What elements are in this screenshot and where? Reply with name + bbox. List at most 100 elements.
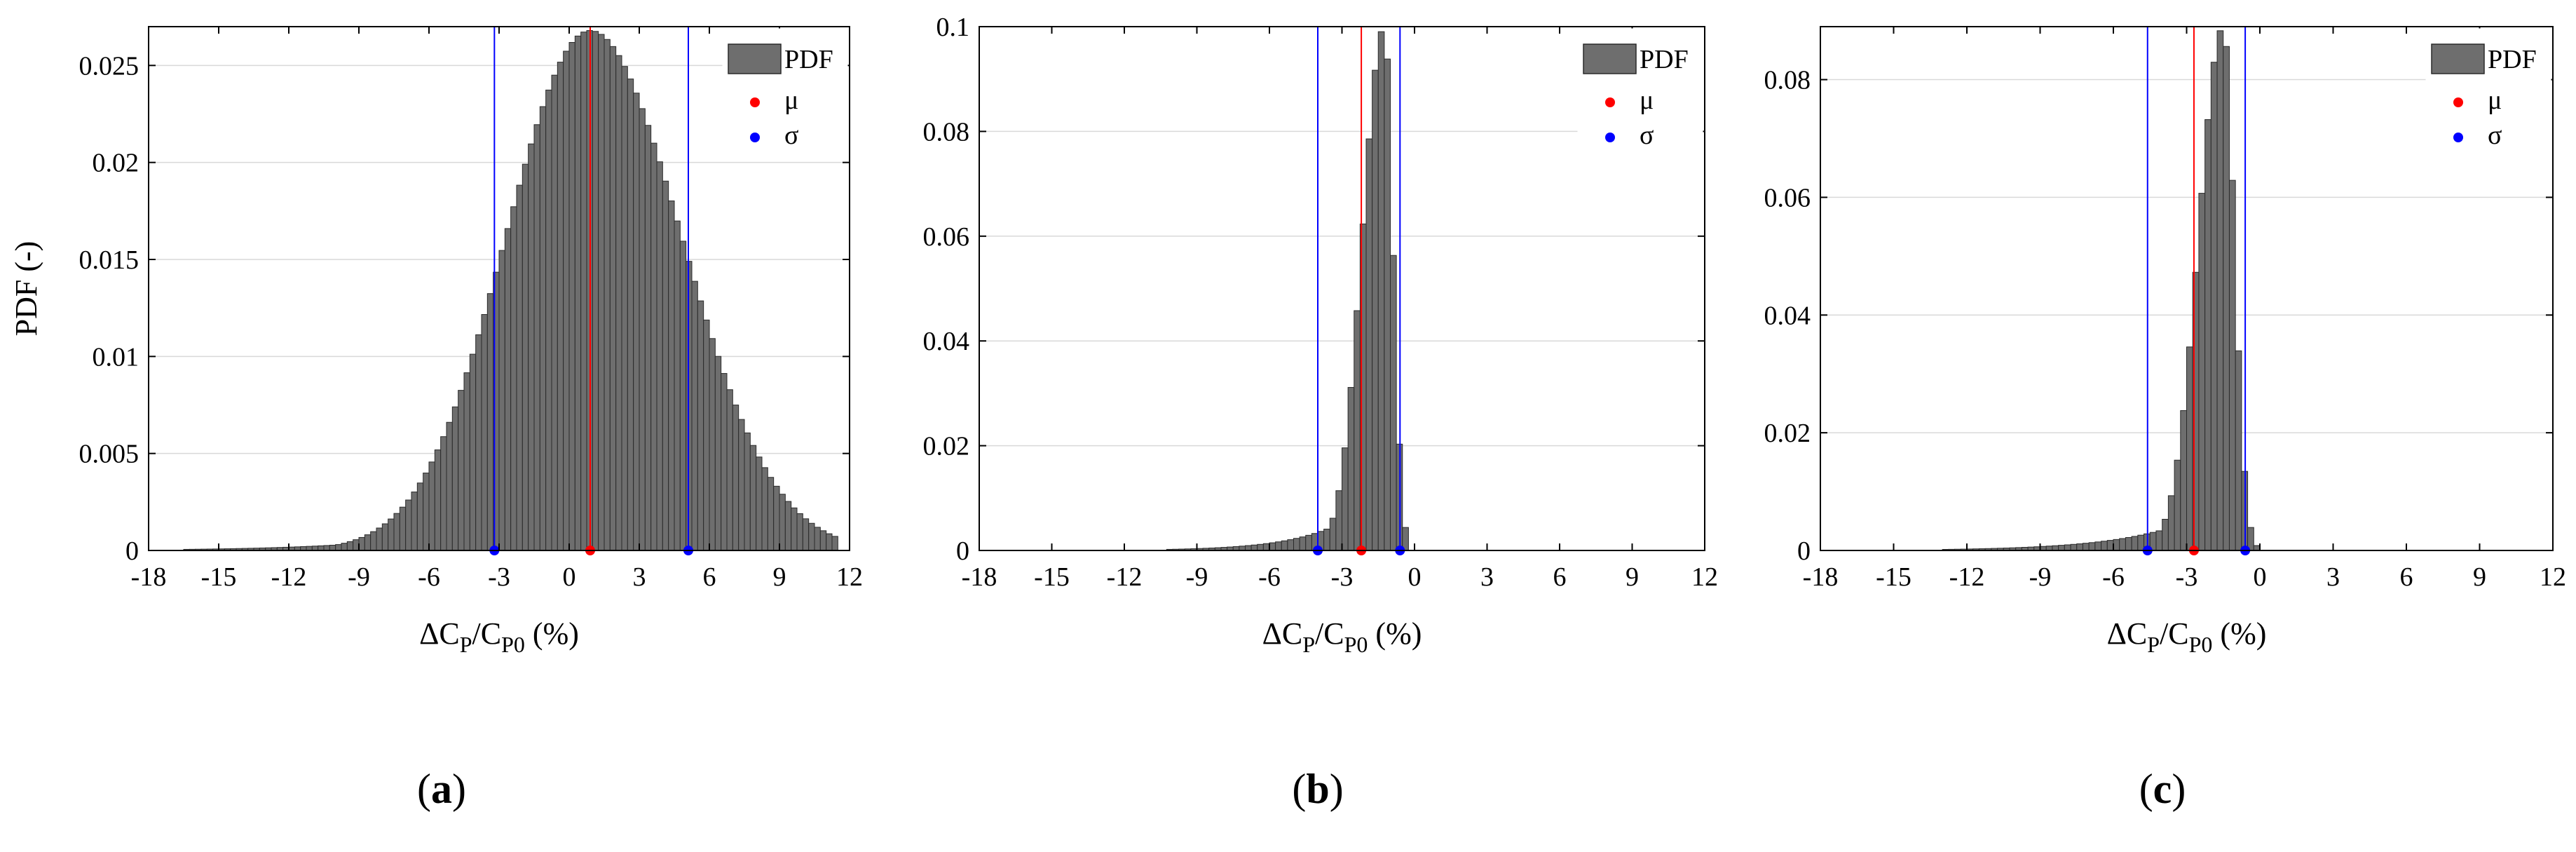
legend-pdf-label: PDF xyxy=(2488,45,2537,74)
pdf-bar xyxy=(405,499,412,551)
pdf-bar xyxy=(2076,543,2083,551)
legend-pdf-label: PDF xyxy=(784,45,833,74)
pdf-bar xyxy=(516,184,523,551)
pdf-bar xyxy=(2198,193,2206,551)
pdf-bar xyxy=(2228,180,2236,551)
pdf-bar xyxy=(376,527,383,551)
legend-mu-label: μ xyxy=(2488,86,2502,115)
pdf-bar xyxy=(1354,310,1361,551)
x-axis-label: ΔCP/CP0 (%) xyxy=(419,616,579,657)
pdf-bar xyxy=(749,445,757,551)
legend-sigma-label: σ xyxy=(2488,121,2502,150)
pdf-bar xyxy=(679,241,687,551)
legend-sigma-label: σ xyxy=(784,121,798,150)
pdf-bar xyxy=(341,543,348,551)
legend-pdf-label: PDF xyxy=(1640,45,1689,74)
pdf-bar xyxy=(469,353,477,551)
legend-mu-marker xyxy=(2453,97,2463,107)
y-tick-label: 0 xyxy=(125,536,139,566)
panel-b: -18 -15 -12 -9 -6 -3 0 3 6 9 12 0 0.02 0.04 0.06 0.08 0.… xyxy=(923,13,1719,812)
x-axis-label: ΔCP/CP0 (%) xyxy=(2107,616,2267,657)
y-tick-label: 0.02 xyxy=(93,149,139,178)
pdf-bar xyxy=(522,163,529,551)
pdf-bar xyxy=(545,89,552,551)
x-tick-label: 9 xyxy=(773,562,786,592)
pdf-bar xyxy=(2137,534,2145,551)
pdf-bar xyxy=(381,523,389,551)
pdf-bar xyxy=(767,477,775,551)
pdf-bar xyxy=(644,125,652,551)
y-axis-label: PDF (-) xyxy=(9,241,43,337)
legend-sigma-marker xyxy=(750,133,760,142)
pdf-bar xyxy=(568,42,575,551)
legend-mu-label: μ xyxy=(1640,86,1654,115)
pdf-bar xyxy=(2167,495,2175,551)
pdf-bar xyxy=(592,31,599,551)
pdf-bar xyxy=(738,419,745,551)
x-tick-label: 12 xyxy=(836,562,863,592)
x-tick-label: -12 xyxy=(1107,562,1143,592)
y-tick-label: 0.015 xyxy=(79,245,139,275)
pdf-bar xyxy=(463,372,470,551)
pdf-bar xyxy=(1250,544,1258,551)
x-tick-label: 0 xyxy=(2254,562,2267,592)
y-tick-label: 0.08 xyxy=(923,117,970,147)
x-tick-label: 12 xyxy=(2540,562,2566,592)
pdf-bar xyxy=(1347,386,1355,551)
pdf-bar xyxy=(2106,540,2114,551)
x-tick-label: -15 xyxy=(1034,562,1070,592)
x-axis-label: ΔCP/CP0 (%) xyxy=(1262,616,1422,657)
pdf-bar xyxy=(1293,538,1300,551)
pdf-bar xyxy=(2082,543,2090,551)
pdf-bar xyxy=(1275,541,1282,551)
x-tick-label: -18 xyxy=(1803,562,1839,592)
x-tick-label: -12 xyxy=(1949,562,1985,592)
pdf-bar xyxy=(721,373,728,551)
pdf-bar xyxy=(2094,541,2102,551)
pdf-bar xyxy=(551,74,558,551)
pdf-bar xyxy=(2235,350,2242,551)
pdf-bar xyxy=(2162,518,2169,551)
pdf-bar xyxy=(796,513,803,551)
pdf-bar xyxy=(498,250,505,551)
pdf-bar xyxy=(335,544,342,551)
panel-a: -18 -15 -12 -9 -6 -3 0 3 6 9 12 0 0.005 0.01 0.015 0.02… xyxy=(9,26,863,812)
y-tick-label: 0.04 xyxy=(1764,301,1811,330)
pdf-bar xyxy=(662,180,669,551)
pdf-bar xyxy=(423,473,430,551)
y-tick-label: 0.02 xyxy=(923,432,970,461)
pdf-bar xyxy=(323,545,330,551)
pdf-bar xyxy=(726,389,733,551)
pdf-bar xyxy=(539,106,547,551)
panel-c: -18 -15 -12 -9 -6 -3 0 3 6 9 12 0 0.02 0.04 0.06 0.08 ΔC… xyxy=(1764,26,2566,812)
pdf-bar xyxy=(1299,536,1307,551)
x-tick-label: -3 xyxy=(488,562,510,592)
pdf-bar xyxy=(393,513,400,551)
y-tick-label: 0.06 xyxy=(923,222,970,252)
pdf-bar xyxy=(615,55,622,551)
x-tick-label: -6 xyxy=(1258,562,1281,592)
pdf-bar xyxy=(703,319,710,551)
pdf-bar xyxy=(598,34,605,551)
pdf-bar xyxy=(563,50,570,551)
legend-pdf-swatch xyxy=(728,43,782,74)
legend-mu-label: μ xyxy=(784,86,798,115)
pdf-bar xyxy=(440,436,447,551)
pdf-bar xyxy=(1329,518,1337,551)
legend: PDF μσ xyxy=(1577,28,1703,154)
pdf-bar xyxy=(1262,543,1270,551)
pdf-bar xyxy=(2210,62,2218,551)
pdf-bars xyxy=(1942,30,2261,551)
pdf-bar xyxy=(2064,544,2071,551)
pdf-bar xyxy=(826,533,833,551)
pdf-bar xyxy=(2216,30,2224,551)
pdf-bar xyxy=(411,492,418,551)
pdf-bar xyxy=(1281,540,1288,551)
legend-sigma-label: σ xyxy=(1640,121,1654,150)
pdf-bar xyxy=(434,449,442,551)
pdf-bar xyxy=(451,406,459,551)
panel-caption: (b) xyxy=(1292,766,1343,812)
legend-mu-marker xyxy=(1605,97,1615,107)
pdf-bar xyxy=(831,536,838,551)
